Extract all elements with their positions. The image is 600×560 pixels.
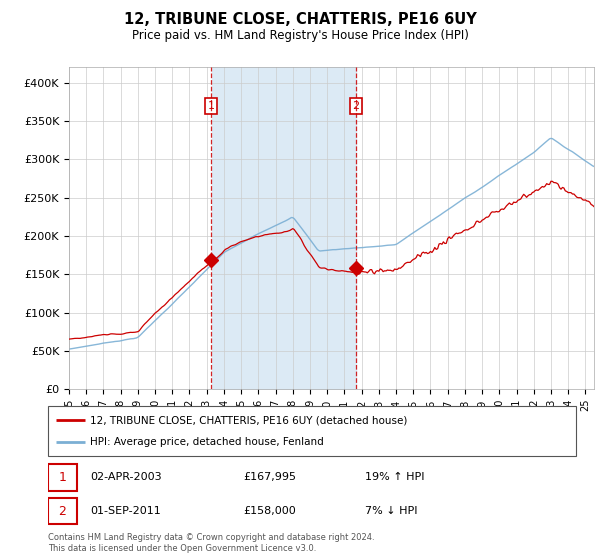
Text: 1: 1	[208, 101, 215, 111]
Text: £158,000: £158,000	[244, 506, 296, 516]
FancyBboxPatch shape	[48, 406, 576, 456]
Text: 12, TRIBUNE CLOSE, CHATTERIS, PE16 6UY: 12, TRIBUNE CLOSE, CHATTERIS, PE16 6UY	[124, 12, 476, 27]
Text: 7% ↓ HPI: 7% ↓ HPI	[365, 506, 418, 516]
FancyBboxPatch shape	[48, 498, 77, 525]
Text: £167,995: £167,995	[244, 473, 296, 483]
Text: HPI: Average price, detached house, Fenland: HPI: Average price, detached house, Fenl…	[90, 437, 324, 447]
Text: Contains HM Land Registry data © Crown copyright and database right 2024.
This d: Contains HM Land Registry data © Crown c…	[48, 533, 374, 553]
Text: 1: 1	[59, 471, 67, 484]
Text: 02-APR-2003: 02-APR-2003	[90, 473, 162, 483]
Text: 12, TRIBUNE CLOSE, CHATTERIS, PE16 6UY (detached house): 12, TRIBUNE CLOSE, CHATTERIS, PE16 6UY (…	[90, 415, 407, 425]
Text: 01-SEP-2011: 01-SEP-2011	[90, 506, 161, 516]
Text: 19% ↑ HPI: 19% ↑ HPI	[365, 473, 424, 483]
Text: 2: 2	[352, 101, 359, 111]
Text: Price paid vs. HM Land Registry's House Price Index (HPI): Price paid vs. HM Land Registry's House …	[131, 29, 469, 42]
FancyBboxPatch shape	[48, 464, 77, 491]
Text: 2: 2	[59, 505, 67, 517]
